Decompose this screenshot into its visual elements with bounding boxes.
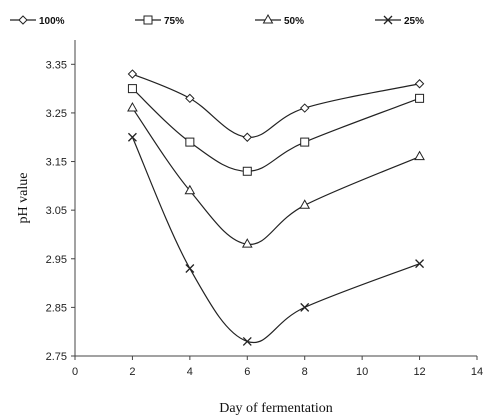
series-line [132, 73, 420, 138]
series-50-percent [127, 102, 425, 248]
data-point [185, 93, 195, 104]
data-point [242, 132, 252, 142]
x-tick-label: 10 [356, 366, 368, 378]
series-25-percent [127, 132, 425, 346]
plot-area [127, 69, 425, 346]
y-tick-label: 2.85 [46, 302, 67, 314]
y-axis-label: pH value [16, 173, 31, 224]
legend-entry: 100% [10, 15, 65, 27]
legend-label: 100% [39, 16, 65, 27]
y-tick-label: 2.95 [46, 254, 67, 266]
legend-entry: 75% [135, 15, 184, 27]
legend-marker [143, 15, 153, 25]
data-point [415, 259, 425, 269]
legend-label: 50% [284, 16, 304, 27]
y-tick-label: 2.75 [46, 351, 67, 363]
x-tick-label: 6 [244, 366, 250, 378]
data-point [127, 84, 137, 94]
x-ticks: 0 2 4 6 8 10 12 14 [72, 356, 483, 378]
x-tick-label: 14 [471, 366, 483, 378]
data-point [127, 102, 138, 112]
data-point [300, 137, 310, 147]
x-tick-label: 2 [129, 366, 135, 378]
series-line [131, 107, 420, 245]
legend-label: 75% [164, 16, 184, 27]
y-tick-label: 3.25 [46, 108, 67, 120]
data-point [300, 302, 310, 312]
data-point [241, 238, 253, 248]
data-point [300, 103, 310, 113]
legend-label: 25% [404, 16, 424, 27]
legend: 100% 75% 50% 25% [10, 13, 424, 27]
series-line [131, 136, 420, 344]
data-point [415, 93, 425, 103]
x-tick-label: 12 [413, 366, 425, 378]
data-point [127, 132, 137, 142]
legend-entry: 25% [375, 15, 424, 27]
y-tick-label: 3.35 [46, 59, 67, 71]
data-point [127, 69, 138, 79]
series-line [132, 88, 420, 172]
data-point [299, 199, 311, 209]
axes: 0 2 4 6 8 10 12 14 2.75 2.85 2.95 3.05 3.15 3.25 3.35 [46, 40, 483, 378]
data-point [414, 150, 425, 161]
series-100-percent [127, 69, 425, 142]
data-point [184, 184, 196, 195]
x-tick-label: 4 [187, 366, 193, 378]
y-tick-label: 3.15 [46, 157, 67, 169]
y-ticks: 2.75 2.85 2.95 3.05 3.15 3.25 3.35 [46, 59, 75, 363]
series-75-percent [127, 84, 425, 176]
legend-marker [383, 15, 393, 25]
x-axis-label: Day of fermentation [219, 401, 333, 416]
y-tick-label: 3.05 [46, 205, 67, 217]
data-point [242, 336, 252, 346]
data-point [414, 79, 425, 89]
legend-marker [262, 13, 274, 24]
data-point [242, 166, 252, 176]
data-point [185, 137, 195, 147]
x-tick-label: 0 [72, 366, 78, 378]
x-tick-label: 8 [302, 366, 308, 378]
legend-entry: 50% [255, 13, 304, 27]
data-point [185, 264, 195, 273]
legend-marker [18, 15, 28, 25]
